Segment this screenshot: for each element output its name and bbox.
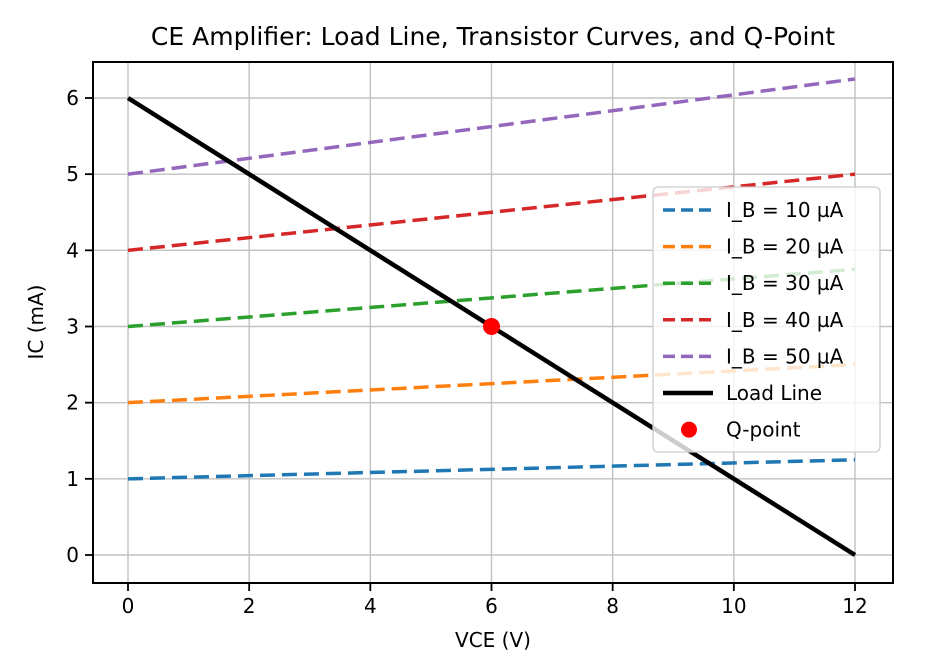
x-axis-label: VCE (V) [455,628,531,652]
curve-ib-10 [127,458,856,481]
y-tick-label: 1 [66,467,79,491]
x-tick-label: 2 [243,594,256,618]
legend-label-ib-10: I_B = 10 µA [726,198,844,222]
legend-label-load-line: Load Line [726,381,822,405]
q-point-marker [483,318,500,335]
curve-ib-50 [127,77,856,176]
y-tick-label: 4 [66,238,79,262]
legend-label-ib-40: I_B = 40 µA [726,308,844,332]
y-tick-label: 6 [66,86,79,110]
legend-label-ib-50: I_B = 50 µA [726,344,844,368]
legend-sample-q-point [681,421,697,438]
x-tick-label: 10 [721,594,746,618]
x-tick-label: 6 [485,594,498,618]
y-axis-label: IC (mA) [24,284,48,360]
legend-box [652,186,881,453]
y-tick-label: 0 [66,543,79,567]
y-tick-label: 2 [66,391,79,415]
x-tick-label: 12 [842,594,867,618]
x-tick-label: 8 [606,594,619,618]
y-tick-label: 5 [66,162,79,186]
plot-border [92,61,894,584]
chart-title: CE Amplifier: Load Line, Transistor Curv… [150,22,836,51]
legend-label-ib-30: I_B = 30 µA [726,271,844,295]
x-tick-label: 0 [122,594,135,618]
y-tick-label: 3 [66,315,79,339]
x-tick-label: 4 [364,594,377,618]
legend-label-ib-20: I_B = 20 µA [726,235,844,259]
curve-ib-40 [127,172,856,253]
legend-label-q-point: Q-point [726,418,801,442]
